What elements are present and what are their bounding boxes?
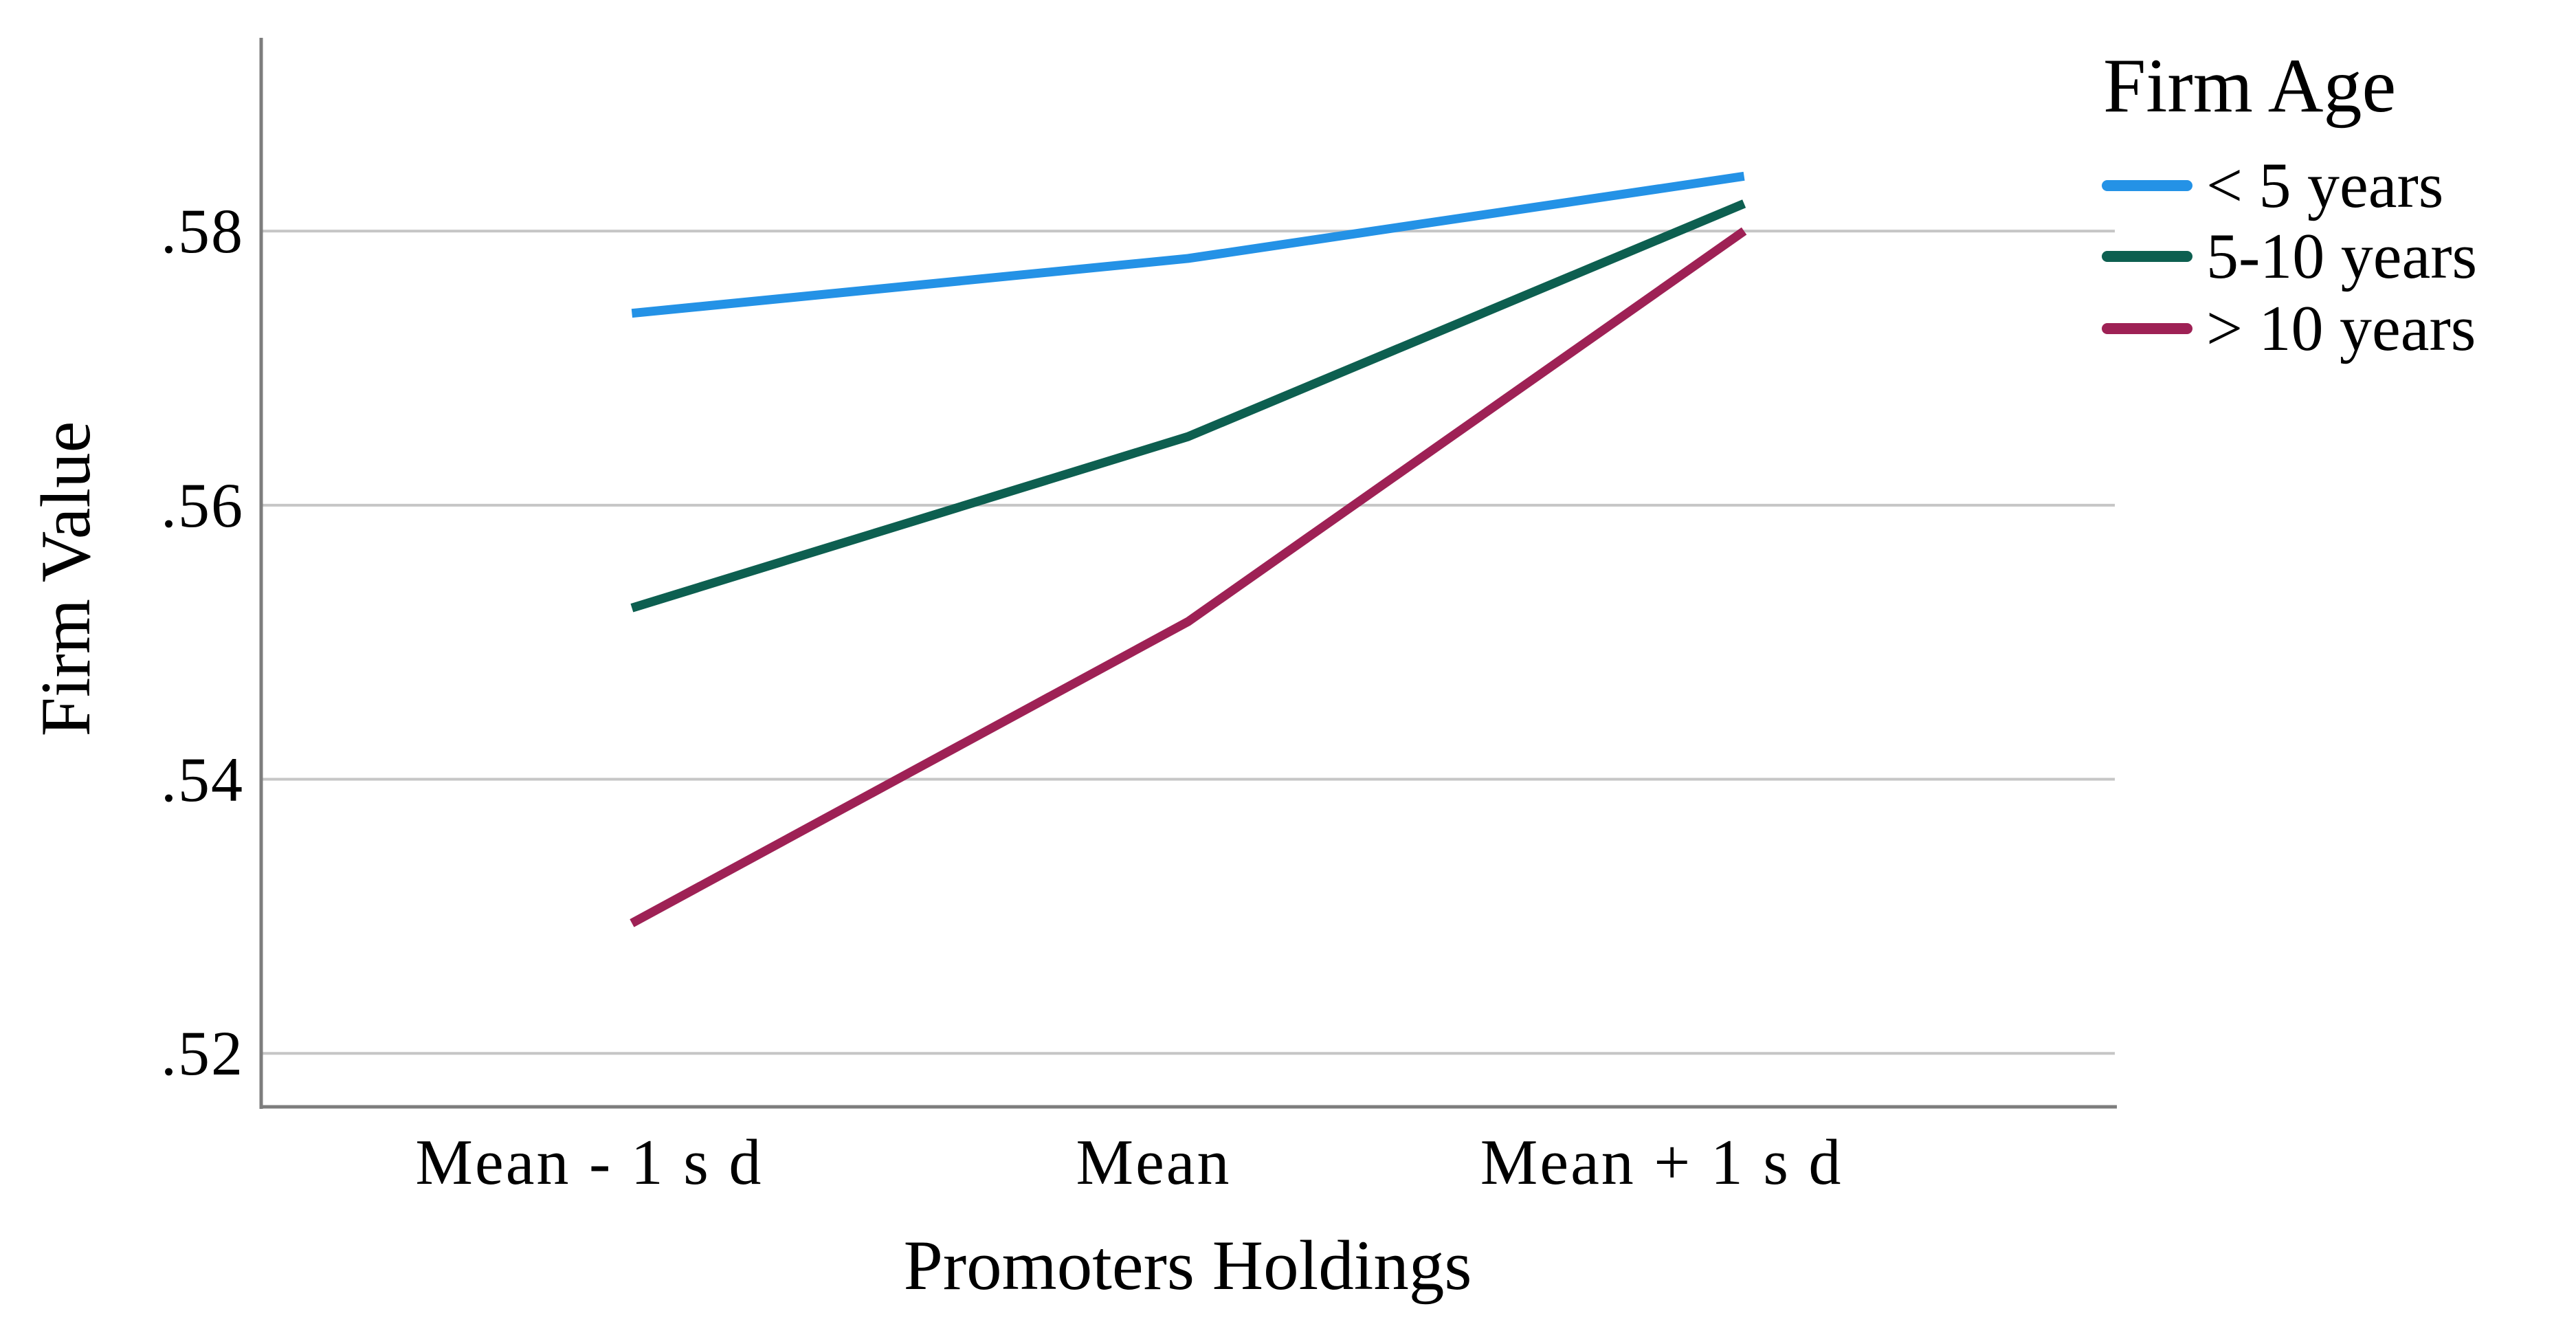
- series-line-0: [631, 171, 1745, 318]
- y-axis-title: Firm Value: [27, 421, 105, 737]
- series-line-2: [630, 227, 1747, 927]
- y-tick-label: .54: [161, 744, 244, 815]
- legend-item: 5-10 years: [2102, 221, 2477, 292]
- legend-swatch-icon: [2102, 323, 2192, 334]
- legend-item: < 5 years: [2102, 150, 2443, 221]
- y-tick-label: .52: [161, 1018, 244, 1089]
- legend-item: > 10 years: [2102, 293, 2476, 364]
- legend-swatch-icon: [2102, 180, 2192, 191]
- legend-item-label: 5-10 years: [2206, 221, 2478, 292]
- legend-item-label: < 5 years: [2206, 150, 2444, 221]
- series-line-1: [630, 199, 1746, 613]
- x-tick-label: Mean: [1076, 1127, 1232, 1198]
- legend-swatch-icon: [2102, 251, 2192, 262]
- y-tick-label: .58: [161, 196, 244, 267]
- x-axis-title: Promoters Holdings: [903, 1226, 1472, 1305]
- x-tick-label: Mean + 1 s d: [1480, 1127, 1843, 1198]
- legend-title: Firm Age: [2103, 43, 2397, 129]
- x-tick-label: Mean - 1 s d: [415, 1127, 764, 1198]
- legend-item-label: > 10 years: [2206, 293, 2476, 364]
- y-tick-label: .56: [161, 470, 244, 540]
